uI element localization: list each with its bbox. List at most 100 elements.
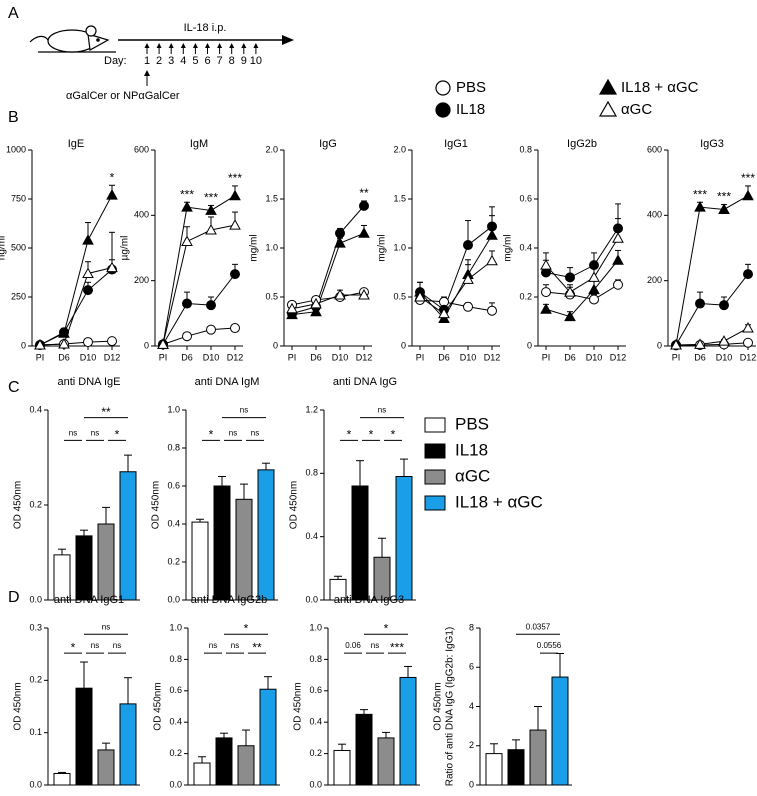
x-tick-label: D10 (203, 352, 220, 362)
y-tick-label: 0.6 (519, 193, 532, 203)
x-tick-label: PI (542, 352, 551, 362)
day-number: 9 (241, 55, 247, 67)
y-tick-label: 2 (469, 740, 474, 750)
bar (373, 556, 391, 601)
y-tick-label: 0.6 (167, 480, 180, 490)
y-tick-label: 0.8 (169, 654, 182, 664)
significance-label: ns (91, 429, 99, 438)
y-tick-label: 400 (134, 210, 149, 220)
x-tick-label: PI (288, 352, 297, 362)
series-line (675, 273, 749, 346)
bar (53, 772, 71, 786)
bar (551, 676, 569, 786)
significance-label: ** (252, 640, 262, 654)
chart-title: anti DNA IgG (333, 376, 397, 388)
point (106, 261, 118, 273)
point (588, 271, 600, 282)
mouse-eye (96, 38, 100, 42)
legend-marker (598, 100, 618, 117)
bar (235, 498, 253, 601)
y-axis-label: OD 450nm (293, 682, 304, 730)
y-axis-label: OD 450nm (13, 481, 24, 529)
y-tick-label: 0 (469, 779, 474, 789)
x-tick-label: D12 (356, 352, 373, 362)
x-tick-label: D12 (104, 352, 121, 362)
significance-label: * (391, 428, 396, 442)
y-tick-label: 200 (134, 275, 149, 285)
point (694, 338, 706, 349)
point (229, 189, 241, 201)
point (462, 273, 474, 284)
legend-swatch (424, 443, 446, 459)
y-tick-label: 6 (469, 662, 474, 672)
legend-marker (598, 78, 618, 95)
significance-label: 0.0357 (526, 622, 551, 631)
schedule-title: IL-18 i.p. (184, 22, 227, 34)
series-line (291, 205, 365, 315)
y-tick-label: 0.5 (393, 291, 406, 301)
y-tick-label: 0.4 (29, 404, 42, 414)
y-axis-label: OD 450nm (151, 481, 162, 529)
panel-label: A (8, 5, 19, 22)
point (230, 269, 240, 280)
y-tick-label: 0 (21, 340, 26, 350)
point (742, 189, 754, 201)
day-number: 2 (156, 55, 162, 67)
point (334, 237, 346, 248)
point (486, 254, 498, 266)
day-arrowhead (156, 43, 162, 48)
point (719, 300, 729, 311)
y-tick-label: 0.4 (305, 531, 318, 541)
significance-label: *** (390, 640, 404, 654)
x-tick-label: D10 (332, 352, 349, 362)
legend-swatch (424, 495, 446, 511)
day-number: 5 (192, 55, 198, 67)
y-tick-label: 1.0 (167, 404, 180, 414)
legend-marker (435, 102, 451, 118)
day-arrowhead (192, 43, 198, 48)
x-tick-label: D12 (227, 352, 244, 362)
point (695, 298, 705, 309)
significance: *** (741, 171, 755, 185)
x-tick-label: PI (36, 352, 45, 362)
bar (485, 753, 503, 786)
y-axis-label: µg/ml (120, 236, 131, 261)
bar (395, 476, 413, 601)
y-tick-label: 400 (647, 210, 662, 220)
significance-label: ns (69, 429, 77, 438)
series-line (162, 273, 236, 345)
x-tick-label: D6 (181, 352, 193, 362)
y-axis-label: OD 450nm (289, 481, 300, 529)
y-tick-label: 0.0 (29, 779, 42, 789)
bar (329, 578, 347, 601)
y-axis-label: ng/ml (0, 236, 8, 260)
y-axis-label: OD 450nm (13, 682, 24, 730)
significance-label: ns (240, 406, 248, 415)
series-line (291, 232, 365, 316)
point (205, 224, 217, 235)
y-axis-label: mg/ml (503, 234, 514, 261)
x-tick-label: PI (416, 352, 425, 362)
bar (97, 749, 115, 786)
significance-label: ** (101, 405, 111, 419)
y-axis-label: OD 450nm (433, 682, 444, 730)
legend-label: PBS (455, 414, 489, 433)
chart-title: IgE (68, 138, 85, 150)
chart-title: anti DNA IgM (195, 376, 260, 388)
mouse-icon (29, 25, 116, 53)
point (205, 204, 217, 215)
point (182, 298, 192, 309)
bar (75, 535, 93, 601)
chart-title: IgM (190, 138, 208, 150)
y-tick-label: 0.1 (29, 727, 42, 737)
significance: *** (717, 190, 731, 204)
y-tick-label: 0 (144, 340, 149, 350)
point (694, 201, 706, 212)
day-arrowhead (205, 43, 210, 48)
point (612, 254, 624, 265)
point (82, 267, 94, 278)
point (612, 232, 624, 243)
chart-title: IgG2b (567, 138, 597, 150)
injection-label: αGalCer or NPαGalCer (66, 90, 180, 102)
